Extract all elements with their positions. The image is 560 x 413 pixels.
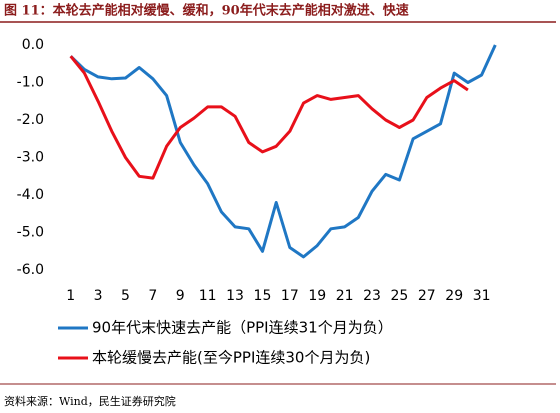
x-tick-label: 23 [363,288,381,304]
y-tick-label: -2.0 [17,112,44,128]
x-tick-label: 9 [176,288,185,304]
x-tick-label: 11 [199,288,217,304]
x-tick-label: 3 [94,288,103,304]
y-tick-label: -4.0 [17,187,44,203]
y-tick-label: -6.0 [17,262,44,278]
x-tick-label: 21 [336,288,354,304]
y-tick-label: 0.0 [22,37,44,53]
y-tick-label: -3.0 [17,150,44,166]
x-tick-label: 15 [254,288,272,304]
series-line [69,44,497,259]
y-tick-label: -1.0 [17,75,44,91]
x-tick-label: 13 [226,288,244,304]
source: 资料来源：Wind，民生证券研究院 [4,394,176,408]
x-tick-label: 7 [148,288,157,304]
legend-label: 本轮缓慢去产能(至今PPI连续30个月为负) [92,349,370,367]
chart-title: 图 11：本轮去产能相对缓慢、缓和，90年代末去产能相对激进、快速 [4,3,409,19]
x-tick-label: 25 [391,288,409,304]
y-tick-label: -5.0 [17,225,44,241]
x-tick-label: 27 [418,288,436,304]
series-line [69,55,469,180]
x-tick-label: 1 [66,288,75,304]
x-tick-label: 19 [308,288,326,304]
legend-label: 90年代末快速去产能（PPI连续31个月为负） [92,319,393,337]
x-tick-label: 31 [473,288,491,304]
x-tick-label: 29 [445,288,463,304]
x-tick-label: 5 [121,288,130,304]
x-tick-label: 17 [281,288,299,304]
